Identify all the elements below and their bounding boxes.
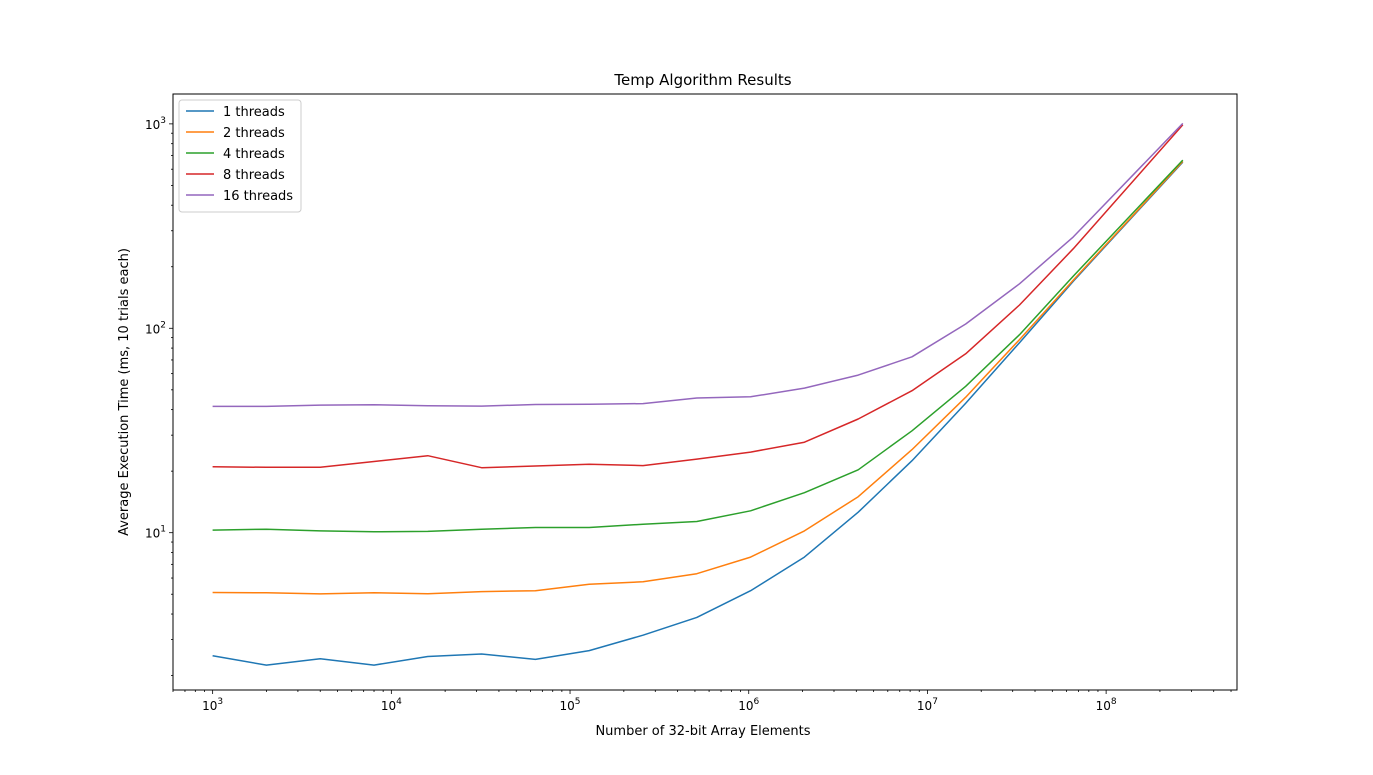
y-axis-label: Average Execution Time (ms, 10 trials ea… xyxy=(117,248,132,536)
series-line-5 xyxy=(212,122,1184,408)
x-tick-label: 107 xyxy=(917,697,938,713)
x-tick-label: 108 xyxy=(1096,697,1117,713)
x-tick-label: 104 xyxy=(381,697,402,713)
y-tick-label: 102 xyxy=(145,320,166,336)
legend-label: 4 threads xyxy=(223,147,285,162)
legend-label: 16 threads xyxy=(223,189,293,204)
x-tick-label: 105 xyxy=(560,697,581,713)
y-tick-label: 103 xyxy=(145,116,166,132)
legend-label: 1 threads xyxy=(223,105,285,120)
series-line-1 xyxy=(212,161,1184,666)
chart-title: Temp Algorithm Results xyxy=(613,71,791,89)
x-tick-label: 106 xyxy=(738,697,759,713)
x-axis-label: Number of 32-bit Array Elements xyxy=(595,724,810,739)
series-line-3 xyxy=(212,159,1184,533)
series-lines xyxy=(212,122,1184,666)
plot-frame xyxy=(172,93,1238,691)
series-line-4 xyxy=(212,124,1184,469)
series-line-2 xyxy=(212,160,1184,595)
x-tick-label: 103 xyxy=(202,697,223,713)
legend-label: 8 threads xyxy=(223,168,285,183)
y-axis: 101 102 103 xyxy=(145,116,173,676)
legend-box xyxy=(178,99,302,213)
legend: 1 threads 2 threads 4 threads 8 threads 16 t… xyxy=(178,99,302,213)
y-tick-label: 101 xyxy=(145,525,166,541)
legend-label: 2 threads xyxy=(223,126,285,141)
x-axis: 103 104 105 106 107 108 xyxy=(172,690,1232,713)
